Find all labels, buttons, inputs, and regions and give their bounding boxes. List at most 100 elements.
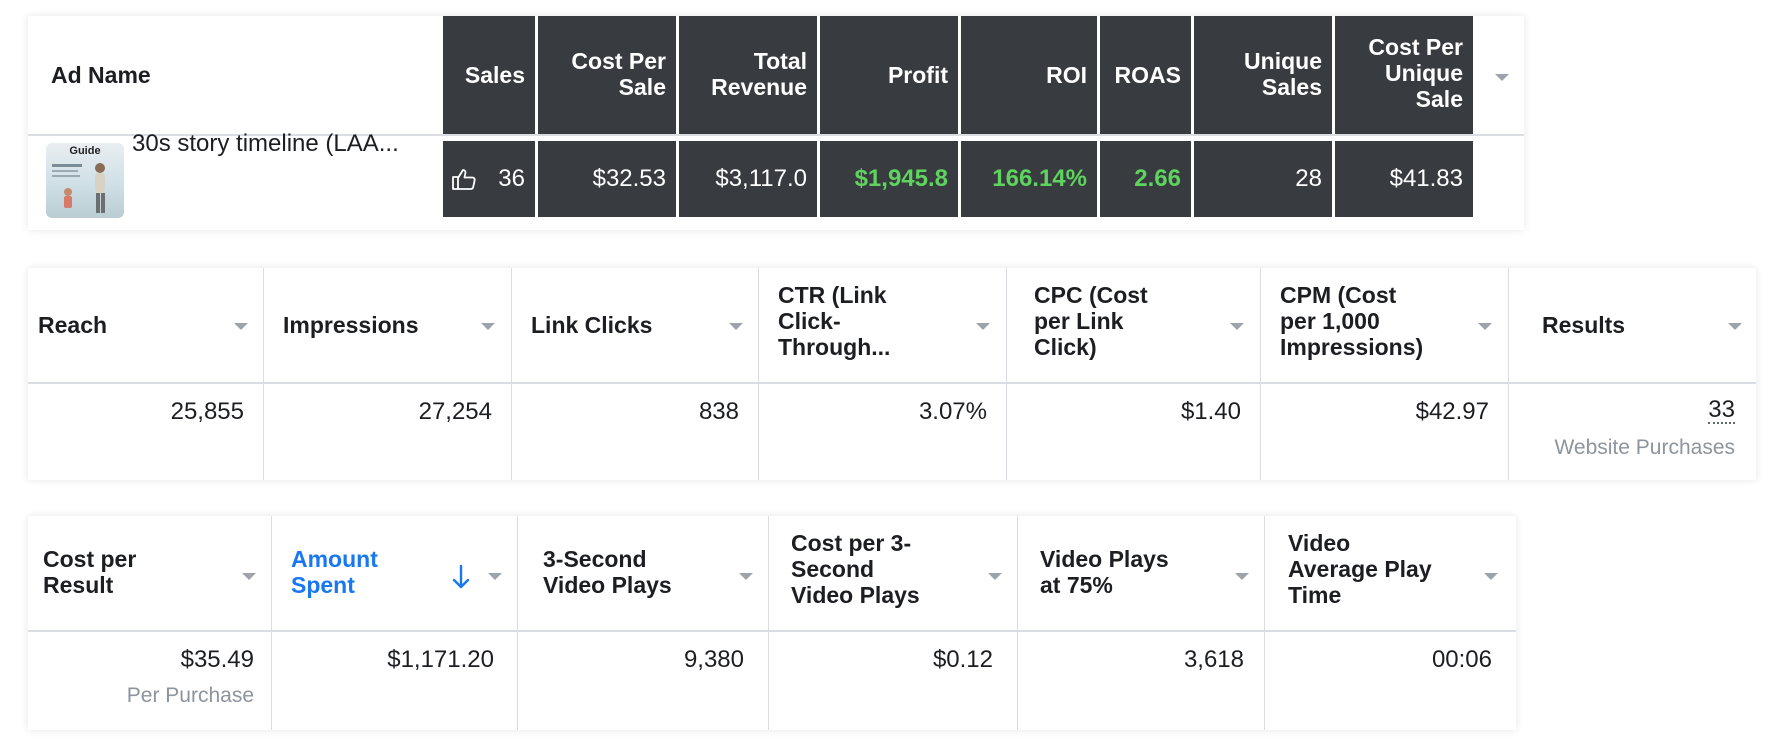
- column-header-sales[interactable]: Sales: [443, 16, 535, 134]
- cell-profit: $1,945.8: [820, 141, 958, 217]
- cell-cost-per-unique-sale: $41.83: [1335, 141, 1473, 217]
- column-header-cost-per-unique-sale[interactable]: Cost Per Unique Sale: [1335, 16, 1473, 134]
- header-line: Amount: [291, 546, 378, 572]
- header-line: Cost Per: [1368, 34, 1463, 60]
- column-menu-caret-icon[interactable]: [234, 323, 248, 330]
- header-line: at 75%: [1040, 572, 1113, 598]
- header-label: ROAS: [1114, 62, 1181, 88]
- column-menu-caret-icon[interactable]: [1230, 323, 1244, 330]
- header-line: Click): [1034, 334, 1097, 360]
- cell-roas: 2.66: [1100, 141, 1191, 217]
- header-line: Result: [43, 572, 114, 598]
- header-divider: [28, 382, 1756, 384]
- video-metrics-table: Cost per Result Amount Spent 3-Second Vi…: [28, 516, 1516, 730]
- column-header-ad-name[interactable]: Ad Name: [51, 62, 151, 88]
- thumbnail-caption: Guide: [69, 145, 101, 157]
- header-divider: [28, 134, 1524, 136]
- ad-thumbnail[interactable]: Guide: [46, 143, 124, 218]
- header-line: 3-Second: [543, 546, 647, 572]
- column-header-roi[interactable]: ROI: [961, 16, 1097, 134]
- total-revenue-value: $3,117.0: [715, 165, 807, 192]
- ctr-value: 3.07%: [918, 398, 987, 425]
- header-label: Profit: [887, 62, 948, 88]
- column-divider: [263, 268, 264, 480]
- column-header-cost-per-sale[interactable]: Cost Per Sale: [538, 16, 676, 134]
- column-header-profit[interactable]: Profit: [820, 16, 958, 134]
- column-menu-caret-icon[interactable]: [481, 323, 495, 330]
- column-header-unique-sales[interactable]: Unique Sales: [1194, 16, 1332, 134]
- video-plays-75-value: 3,618: [1183, 646, 1244, 673]
- column-header-total-revenue[interactable]: Total Revenue: [679, 16, 817, 134]
- header-line: Spent: [291, 572, 355, 598]
- header-line: CPC (Cost: [1034, 282, 1148, 308]
- column-divider: [768, 516, 769, 730]
- column-header-cpm[interactable]: CPM (Cost per 1,000 Impressions): [1280, 282, 1423, 360]
- column-header-amount-spent[interactable]: Amount Spent: [291, 546, 378, 598]
- header-line: Sale: [1415, 86, 1463, 112]
- column-menu-caret-icon[interactable]: [1235, 573, 1249, 580]
- cell-cost-per-sale: $32.53: [538, 141, 676, 217]
- cell-unique-sales: 28: [1194, 141, 1332, 217]
- column-menu-caret-icon[interactable]: [1484, 573, 1498, 580]
- column-header-ctr[interactable]: CTR (Link Click- Through...: [778, 282, 890, 360]
- column-header-video-plays-75[interactable]: Video Plays at 75%: [1040, 546, 1169, 598]
- column-menu-caret-icon[interactable]: [242, 573, 256, 580]
- column-header-impressions[interactable]: Impressions: [283, 312, 419, 338]
- header-line: Average Play: [1288, 556, 1432, 582]
- column-menu-caret-icon[interactable]: [739, 573, 753, 580]
- cpc-value: $1.40: [1180, 398, 1241, 425]
- column-divider: [517, 516, 518, 730]
- ad-name-text[interactable]: 30s story timeline (LAA...: [132, 130, 399, 157]
- header-line: Click-: [778, 308, 841, 334]
- header-line: Through...: [778, 334, 891, 360]
- cost-per-3-second-video-plays-value: $0.12: [932, 646, 993, 673]
- header-divider: [28, 630, 1516, 632]
- header-label: Cost Per Sale: [571, 48, 666, 100]
- column-divider: [1017, 516, 1018, 730]
- impressions-value: 27,254: [418, 398, 492, 425]
- cpm-value: $42.97: [1415, 398, 1489, 425]
- column-divider: [1260, 268, 1261, 480]
- column-header-3-second-video-plays[interactable]: 3-Second Video Plays: [543, 546, 672, 598]
- results-subtext: Website Purchases: [1554, 436, 1735, 459]
- column-header-cpc[interactable]: CPC (Cost per Link Click): [1034, 282, 1148, 360]
- ads-summary-table: Ad Name Sales Cost Per Sale Total Revenu…: [28, 16, 1524, 230]
- column-header-cost-per-3-second-video-plays[interactable]: Cost per 3- Second Video Plays: [791, 530, 920, 608]
- header-line: Video Plays: [1040, 546, 1169, 572]
- column-menu-caret-icon[interactable]: [488, 573, 502, 580]
- header-line: Cost per: [43, 546, 137, 572]
- link-clicks-value: 838: [698, 398, 739, 425]
- header-line: per Link: [1034, 308, 1124, 334]
- delivery-metrics-table: Reach Impressions Link Clicks CTR (Link …: [28, 268, 1756, 480]
- column-header-roas[interactable]: ROAS: [1100, 16, 1191, 134]
- column-header-cost-per-result[interactable]: Cost per Result: [43, 546, 136, 598]
- header-line: Second: [791, 556, 875, 582]
- arrow-down-icon[interactable]: [452, 564, 470, 590]
- thumbs-up-icon[interactable]: [451, 167, 477, 191]
- header-line: Video Plays: [791, 582, 920, 608]
- header-line: Sales: [1261, 74, 1322, 100]
- header-line: Unique: [1244, 48, 1322, 74]
- column-menu-caret-icon[interactable]: [1478, 323, 1492, 330]
- column-menu-caret-icon[interactable]: [988, 573, 1002, 580]
- column-menu-caret-icon[interactable]: [1728, 323, 1742, 330]
- cell-total-revenue: $3,117.0: [679, 141, 817, 217]
- header-line: Video Plays: [543, 572, 672, 598]
- column-menu-caret-icon[interactable]: [976, 323, 990, 330]
- unique-sales-value: 28: [1295, 165, 1322, 192]
- cell-sales: 36: [443, 141, 535, 217]
- header-line: Revenue: [711, 74, 807, 100]
- results-value[interactable]: 33: [1708, 396, 1735, 424]
- cell-roi: 166.14%: [961, 141, 1097, 217]
- column-menu-caret-icon[interactable]: [1495, 74, 1509, 81]
- column-header-link-clicks[interactable]: Link Clicks: [531, 312, 653, 338]
- header-label: Cost Per Unique Sale: [1368, 34, 1463, 112]
- roi-value: 166.14%: [992, 165, 1087, 192]
- column-menu-caret-icon[interactable]: [729, 323, 743, 330]
- amount-spent-value: $1,171.20: [387, 646, 494, 673]
- column-header-video-average-play-time[interactable]: Video Average Play Time: [1288, 530, 1432, 608]
- header-line: Video: [1288, 530, 1351, 556]
- header-line: Sale: [618, 74, 666, 100]
- column-header-reach[interactable]: Reach: [38, 312, 108, 338]
- column-header-results[interactable]: Results: [1542, 312, 1626, 338]
